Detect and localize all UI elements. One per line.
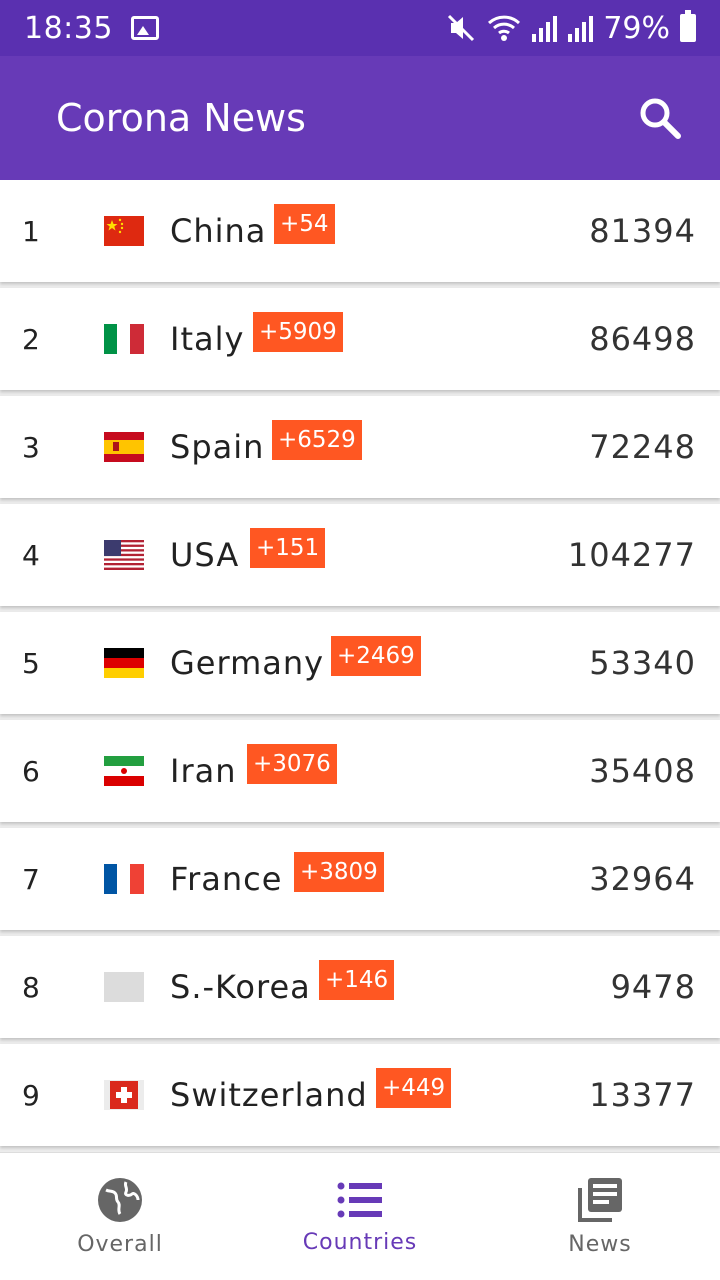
nav-news[interactable]: News [480,1153,720,1280]
total-cases: 9478 [610,968,696,1006]
country-name: France [170,860,283,898]
status-time: 18:35 [24,10,113,46]
country-name: USA [170,536,240,574]
battery-icon [680,10,696,42]
country-name: Spain [170,428,265,466]
rank-number: 3 [22,430,40,464]
nav-news-label: News [568,1232,632,1257]
nav-countries-label: Countries [302,1230,418,1255]
country-name: Italy [170,320,245,358]
rank-number: 6 [22,754,40,788]
search-button[interactable] [632,90,688,146]
new-cases-badge: +6529 [272,420,362,460]
search-icon [640,98,681,139]
flag-icon [104,1080,144,1110]
rank-number: 5 [22,646,40,680]
new-cases-badge: +54 [274,204,335,244]
new-cases-badge: +3076 [247,744,337,784]
gallery-icon [130,16,159,40]
total-cases: 53340 [589,644,696,682]
country-name: Iran [170,752,237,790]
list-item[interactable]: 8 S.-Korea +146 9478 [0,936,720,1038]
flag-icon [104,864,144,894]
rank-number: 9 [22,1078,40,1112]
country-name: Germany [170,644,325,682]
new-cases-badge: +151 [250,528,326,568]
flag-icon [104,972,144,1002]
signal-icon-2 [568,16,594,42]
app-title: Corona News [56,96,306,140]
country-list[interactable]: 1 China +54 81394 2 Italy +5909 86498 3 Spain +652… [0,180,720,1152]
list-item[interactable]: 4 USA +151 104277 [0,504,720,606]
list-item[interactable]: 6 Iran +3076 35408 [0,720,720,822]
total-cases: 86498 [589,320,696,358]
total-cases: 72248 [589,428,696,466]
country-name: Switzerland [170,1076,368,1114]
signal-icon [532,16,558,42]
new-cases-badge: +449 [376,1068,452,1108]
nav-overall[interactable]: Overall [0,1153,240,1280]
rank-number: 2 [22,322,40,356]
new-cases-badge: +3809 [294,852,384,892]
battery-percent: 79% [603,10,670,46]
flag-icon [104,756,144,786]
flag-icon [104,324,144,354]
list-item[interactable]: 7 France +3809 32964 [0,828,720,930]
flag-icon [104,432,144,462]
rank-number: 7 [22,862,40,896]
flag-icon [104,540,144,570]
globe-icon [98,1178,142,1222]
nav-countries[interactable]: Countries [240,1153,480,1280]
rank-number: 4 [22,538,40,572]
flag-icon [104,216,144,246]
status-icons: 79% [447,10,696,46]
total-cases: 104277 [567,536,696,574]
bottom-navigation: Overall Countries News [0,1152,720,1280]
mute-icon [448,14,475,42]
wifi-icon [488,15,521,41]
new-cases-badge: +5909 [253,312,343,352]
flag-icon [104,648,144,678]
rank-number: 1 [22,214,40,248]
new-cases-badge: +2469 [331,636,421,676]
status-bar: 18:35 79% [0,0,720,56]
country-name: S.-Korea [170,968,311,1006]
list-item[interactable]: 5 Germany +2469 53340 [0,612,720,714]
new-cases-badge: +146 [319,960,395,1000]
total-cases: 35408 [589,752,696,790]
news-icon [578,1178,622,1222]
nav-overall-label: Overall [77,1232,163,1257]
country-name: China [170,212,267,250]
total-cases: 13377 [589,1076,696,1114]
list-item[interactable]: 1 China +54 81394 [0,180,720,282]
list-item[interactable]: 2 Italy +5909 86498 [0,288,720,390]
rank-number: 8 [22,970,40,1004]
total-cases: 32964 [589,860,696,898]
list-icon [337,1182,382,1218]
list-item[interactable]: 9 Switzerland +449 13377 [0,1044,720,1146]
list-item[interactable]: 3 Spain +6529 72248 [0,396,720,498]
total-cases: 81394 [589,212,696,250]
app-bar: Corona News [0,56,720,180]
